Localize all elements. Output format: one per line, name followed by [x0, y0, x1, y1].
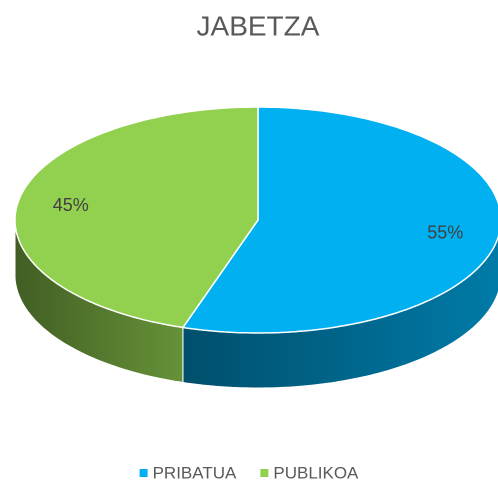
legend-swatch: [260, 469, 269, 477]
legend-label: PRIBATUA: [153, 463, 237, 482]
pie-slice: [181, 106, 498, 334]
legend-label: PUBLIKOA: [273, 463, 359, 482]
pie-slice: [14, 106, 259, 329]
data-label: 45%: [53, 195, 89, 215]
legend: PRIBATUA PUBLIKOA: [139, 463, 359, 482]
legend-swatch: [139, 469, 148, 477]
chart-title: JABETZA: [197, 10, 320, 41]
data-label: 55%: [427, 223, 463, 243]
